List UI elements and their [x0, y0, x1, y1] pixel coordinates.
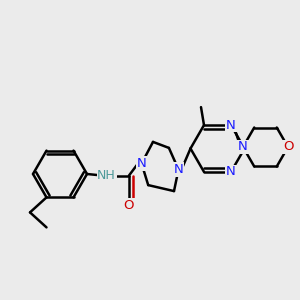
Text: N: N	[174, 163, 183, 176]
Text: NH: NH	[97, 169, 116, 182]
Text: O: O	[283, 140, 293, 154]
Text: N: N	[226, 165, 236, 178]
Text: N: N	[238, 140, 248, 154]
Text: N: N	[226, 118, 236, 132]
Text: N: N	[137, 157, 146, 170]
Text: O: O	[124, 199, 134, 212]
